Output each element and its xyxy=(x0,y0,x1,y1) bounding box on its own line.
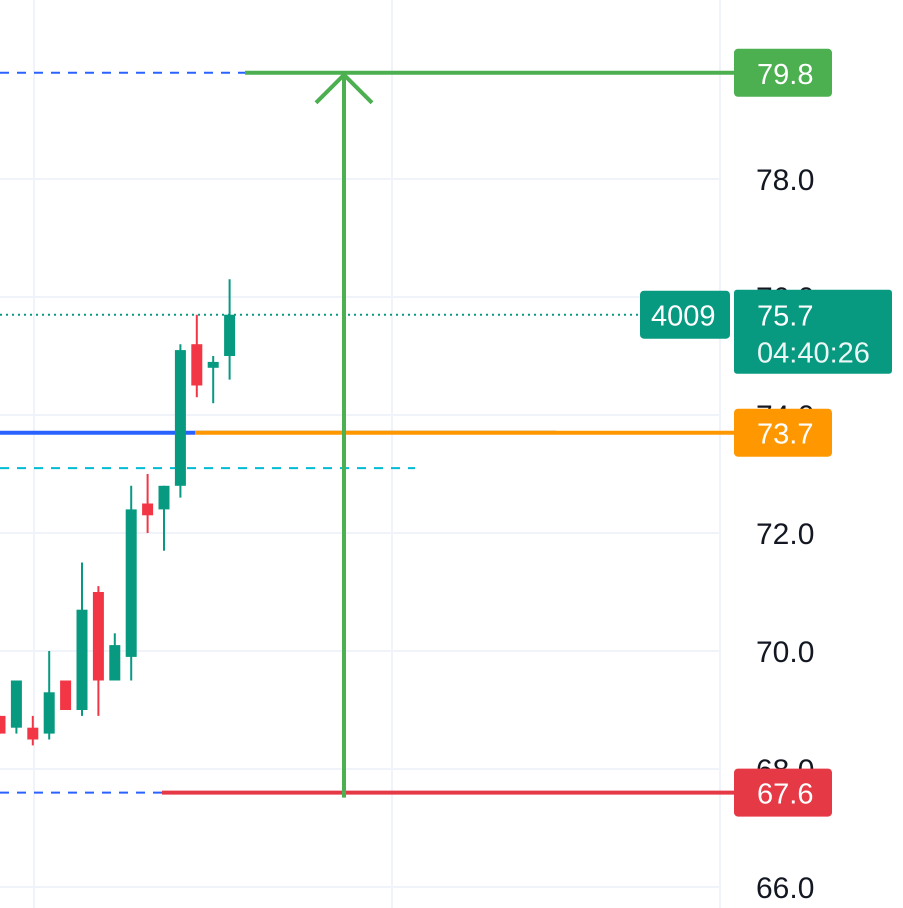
candle-body xyxy=(109,645,121,681)
y-tick-label: 66.0 xyxy=(756,872,814,905)
candle-body xyxy=(0,715,6,734)
candle-body xyxy=(10,680,22,728)
current-price-badge-bg xyxy=(734,289,892,374)
stop-badge-bg xyxy=(734,768,832,817)
entry-badge-bg xyxy=(734,408,832,457)
candle-body xyxy=(207,361,219,368)
stop-badge-text: 67.6 xyxy=(757,779,813,811)
candle-body xyxy=(27,727,39,740)
grid xyxy=(0,0,721,908)
countdown-text: 04:40:26 xyxy=(757,338,870,370)
target-badge-bg xyxy=(734,48,832,97)
candles xyxy=(0,279,236,746)
candle-body xyxy=(60,680,72,710)
target-badge-text: 79.8 xyxy=(757,59,813,91)
arrow-head[interactable] xyxy=(314,71,374,105)
candle-body xyxy=(174,350,186,486)
candle-body xyxy=(125,509,137,657)
volume-badge-text: 4009 xyxy=(651,301,716,333)
current-price-badge-text: 75.7 xyxy=(757,301,813,333)
candle-body xyxy=(191,344,203,386)
candle-body xyxy=(158,485,170,510)
candle-body xyxy=(142,503,154,516)
candle-body xyxy=(92,592,104,681)
candle-body xyxy=(224,314,236,356)
guide-lines xyxy=(0,70,735,795)
candle-body xyxy=(76,609,88,710)
price-badges: 79.8 73.7 67.6 75.7 04:40:26 4009 xyxy=(640,48,892,817)
candle-body xyxy=(43,692,55,734)
entry-badge-text: 73.7 xyxy=(757,419,813,451)
y-tick-label: 72.0 xyxy=(756,518,814,551)
long-position-arrow[interactable] xyxy=(314,71,374,798)
y-tick-label: 78.0 xyxy=(756,164,814,197)
y-tick-label: 70.0 xyxy=(756,636,814,669)
volume-badge-bg xyxy=(640,290,730,339)
